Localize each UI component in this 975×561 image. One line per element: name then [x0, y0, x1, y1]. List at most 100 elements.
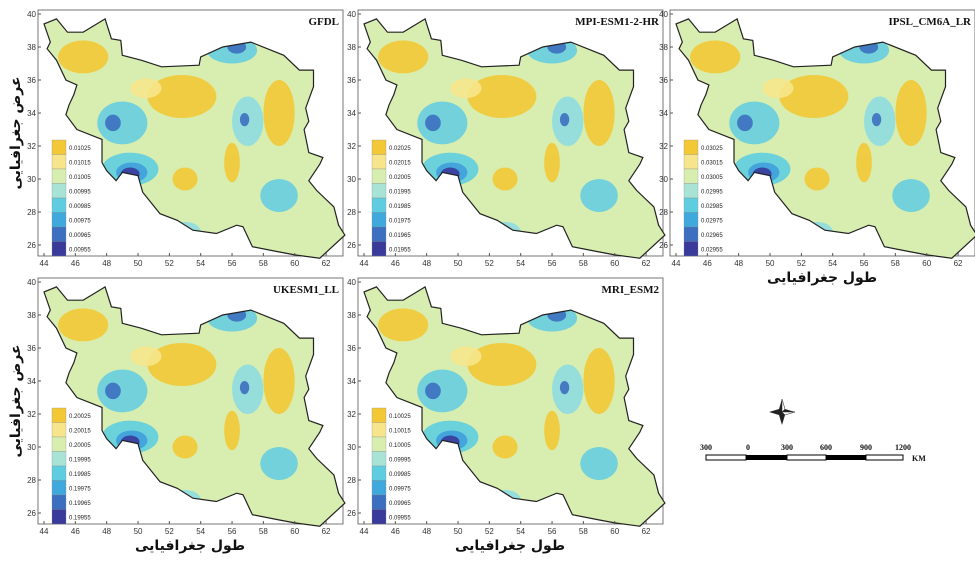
legend-label: 0.03015 [701, 161, 723, 167]
y-tick-label: 40 [27, 278, 36, 287]
x-tick-label: 62 [642, 527, 651, 536]
x-tick-label: 48 [734, 259, 743, 268]
contour-region [560, 381, 569, 394]
y-tick-label: 28 [27, 208, 36, 217]
y-tick-label: 32 [27, 142, 36, 151]
x-tick-label: 48 [102, 259, 111, 268]
legend-label: 0.01995 [389, 190, 411, 196]
panel-title: IPSL_CM6A_LR [888, 16, 972, 28]
y-tick-label: 40 [347, 10, 356, 19]
contour-region [492, 435, 517, 458]
legend-swatch [684, 198, 698, 213]
x-tick-label: 44 [40, 259, 49, 268]
x-tick-label: 56 [548, 527, 557, 536]
legend-swatch [52, 423, 66, 438]
legend-swatch [372, 213, 386, 228]
x-tick-label: 54 [196, 259, 205, 268]
x-tick-label: 56 [228, 259, 237, 268]
legend-swatch [372, 227, 386, 242]
y-tick-label: 30 [347, 175, 356, 184]
legend-swatch [52, 437, 66, 452]
legend-swatch [372, 198, 386, 213]
y-tick-label: 32 [347, 410, 356, 419]
legend-swatch [52, 242, 66, 257]
contour-region [240, 113, 249, 126]
x-tick-label: 60 [290, 259, 299, 268]
legend-swatch [372, 437, 386, 452]
contour-region [583, 80, 614, 146]
contour-region [467, 75, 536, 118]
scale-label: 1200 [895, 443, 911, 452]
x-tick-label: 62 [954, 259, 963, 268]
y-tick-label: 40 [347, 278, 356, 287]
x-tick-label: 62 [322, 259, 331, 268]
legend-label: 0.09965 [389, 501, 411, 507]
contour-region [147, 75, 216, 118]
scale-label: 300 [700, 443, 712, 452]
legend-swatch [684, 155, 698, 170]
x-tick-label: 56 [860, 259, 869, 268]
figure: GFDL444648505254565860622628303234363840… [0, 0, 975, 561]
panel-title: MRI_ESM2 [602, 284, 660, 296]
legend-label: 0.01975 [389, 219, 411, 225]
legend-label: 0.02005 [389, 175, 411, 181]
contour-region [147, 343, 216, 386]
scale-label: 900 [860, 443, 872, 452]
contour-region [544, 143, 560, 183]
legend-label: 0.01005 [69, 175, 91, 181]
legend-label: 0.00965 [69, 233, 91, 239]
legend-swatch [52, 169, 66, 184]
legend-swatch [372, 510, 386, 525]
contour-region [263, 80, 294, 146]
x-tick-label: 58 [891, 259, 900, 268]
contour-region [872, 113, 881, 126]
legend-label: 0.02965 [701, 233, 723, 239]
x-tick-label: 62 [322, 527, 331, 536]
x-tick-label: 50 [766, 259, 775, 268]
legend-label: 0.01955 [389, 248, 411, 254]
legend-label: 0.19955 [69, 516, 91, 522]
legend-swatch [372, 452, 386, 467]
contour-region [224, 143, 240, 183]
legend-label: 0.20025 [69, 414, 91, 420]
legend-swatch [684, 140, 698, 155]
contour-region [260, 179, 298, 212]
x-axis-label: طول جغرافیایی [135, 538, 245, 554]
legend-label: 0.03005 [701, 175, 723, 181]
y-tick-label: 36 [659, 76, 668, 85]
contour-region [737, 115, 753, 131]
x-tick-label: 44 [360, 527, 369, 536]
legend-label: 0.02025 [389, 146, 411, 152]
contour-region [467, 343, 536, 386]
x-tick-label: 44 [40, 527, 49, 536]
legend-label: 0.00955 [69, 248, 91, 254]
legend-label: 0.09985 [389, 472, 411, 478]
x-axis-label: طول جغرافیایی [455, 538, 565, 554]
legend-label: 0.10025 [389, 414, 411, 420]
legend-swatch [52, 510, 66, 525]
y-tick-label: 30 [659, 175, 668, 184]
y-tick-label: 34 [347, 377, 356, 386]
contour-region [97, 101, 147, 144]
legend-swatch [684, 213, 698, 228]
x-tick-label: 52 [485, 527, 494, 536]
north-arrow [769, 399, 795, 425]
legend-swatch [52, 481, 66, 496]
scale-unit: KM [912, 454, 926, 463]
legend-label: 0.02975 [701, 219, 723, 225]
y-tick-label: 34 [27, 377, 36, 386]
contour-region [804, 167, 829, 190]
y-tick-label: 32 [659, 142, 668, 151]
legend-label: 0.10005 [389, 443, 411, 449]
legend-swatch [372, 423, 386, 438]
legend-label: 0.19965 [69, 501, 91, 507]
contour-region [105, 115, 121, 131]
contour-region [58, 308, 108, 341]
y-tick-label: 38 [347, 43, 356, 52]
x-tick-label: 48 [422, 259, 431, 268]
y-tick-label: 34 [659, 109, 668, 118]
scale-label: 600 [820, 443, 832, 452]
